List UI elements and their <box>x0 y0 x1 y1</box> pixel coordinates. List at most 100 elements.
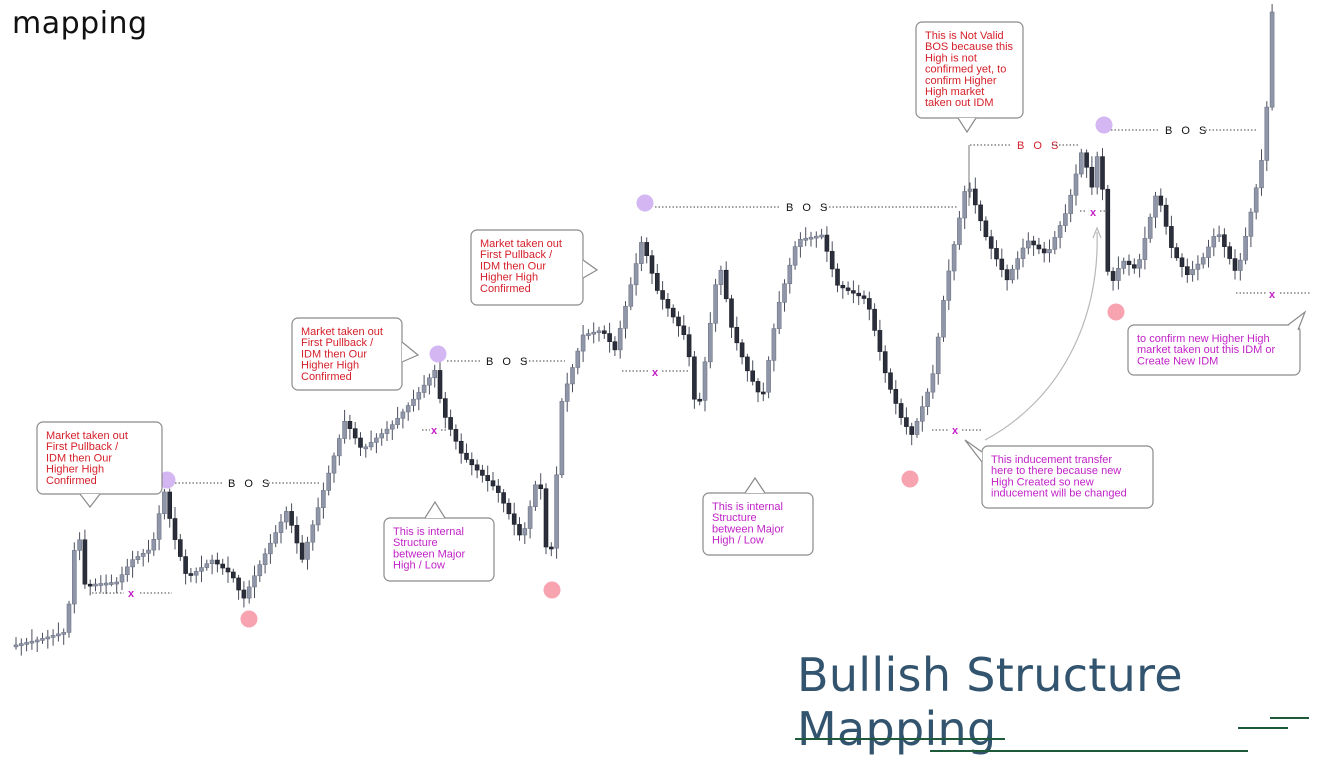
bear-candle <box>448 417 453 430</box>
bull-candle <box>363 446 369 450</box>
bull-candle <box>639 242 644 264</box>
bull-candle <box>1052 237 1058 250</box>
bear-candle <box>1100 156 1105 190</box>
bos-label: B O S <box>1017 140 1061 152</box>
bear-candle <box>681 325 687 335</box>
underline-2 <box>930 750 1248 752</box>
bull-candle <box>273 532 279 544</box>
callout-tail <box>401 341 420 363</box>
bull-candle <box>305 541 310 560</box>
bull-candle <box>1195 263 1201 270</box>
bull-candle <box>374 437 379 443</box>
bull-candle <box>40 638 45 641</box>
idm-marker: x <box>1090 207 1097 219</box>
bear-candle <box>299 542 305 560</box>
callout-text-line: IDM then Our <box>46 452 112 464</box>
bear-candle <box>829 251 835 270</box>
bear-candle <box>824 234 830 252</box>
bull-candle <box>56 633 61 637</box>
bear-candle <box>665 299 671 309</box>
bull-candle <box>713 284 718 324</box>
bull-candle <box>1121 260 1126 269</box>
bear-candle <box>1169 226 1174 248</box>
callout-text-line: This is internal <box>712 501 783 513</box>
bull-candle <box>559 401 565 476</box>
callout-tail <box>79 493 101 508</box>
bull-candle <box>1248 211 1254 237</box>
bear-candle <box>1110 271 1116 281</box>
bull-candle <box>787 264 793 285</box>
bear-candle <box>1132 264 1137 269</box>
bull-candle <box>930 373 936 393</box>
bull-candle <box>808 236 814 240</box>
callout-text-line: Higher High <box>46 464 104 476</box>
inducement-transfer-arrow <box>984 231 1098 441</box>
bull-candle <box>34 639 40 643</box>
bear-candle <box>358 437 363 448</box>
bear-candle <box>1179 257 1185 267</box>
swing-low-dot <box>1107 303 1125 321</box>
bull-candle <box>962 191 968 219</box>
callout-text-line: IDM then Our <box>301 348 367 360</box>
bull-candle <box>1068 194 1073 214</box>
bear-candle <box>1105 188 1111 272</box>
bear-candle <box>1158 195 1164 206</box>
bear-candle <box>676 316 681 327</box>
callout-text-line: High is not <box>925 52 977 64</box>
bear-candle <box>1185 266 1190 275</box>
swing-low-dot <box>240 610 258 628</box>
bear-candle <box>972 188 978 206</box>
bull-candle <box>1116 268 1121 281</box>
bull-candle <box>819 234 824 238</box>
bull-candle <box>1079 152 1084 175</box>
bear-candle <box>877 330 883 352</box>
bull-candle <box>967 188 973 192</box>
bear-candle <box>241 589 247 599</box>
bos-label: B O S <box>228 478 272 490</box>
bear-candle <box>978 204 983 222</box>
bear-candle <box>352 428 358 439</box>
callout-tail <box>582 259 599 279</box>
bear-candle <box>1232 258 1238 271</box>
underline-3 <box>1238 727 1288 729</box>
bear-candle <box>734 327 740 344</box>
callout-text-line: confirm Higher <box>925 75 997 87</box>
bear-candle <box>909 426 915 435</box>
bull-candle <box>331 455 337 474</box>
callout-text-line: to confirm new Higher High <box>1137 333 1270 345</box>
bull-candle <box>533 484 538 507</box>
bull-candle <box>586 333 591 336</box>
callout-text-line: Confirmed <box>301 371 352 383</box>
bear-candle <box>294 525 300 544</box>
callout-text-line: IDM then Our <box>480 260 546 272</box>
bear-candle <box>750 370 756 382</box>
bear-candle <box>904 417 909 427</box>
bull-candle <box>1153 195 1158 218</box>
bear-candle <box>87 583 93 587</box>
bull-candle <box>1243 236 1248 261</box>
callout-tail <box>744 476 766 494</box>
arrow-head <box>1092 226 1102 239</box>
bear-candle <box>872 308 877 331</box>
bear-candle <box>548 546 554 550</box>
bull-candle <box>702 361 708 401</box>
underline-4 <box>1270 717 1309 719</box>
swing-high-dot <box>636 194 654 212</box>
bull-candle <box>1137 259 1142 269</box>
callout-text-line: BOS because this <box>925 41 1014 53</box>
bear-candle <box>511 513 517 525</box>
callout-text-line: Market taken out <box>480 238 562 250</box>
callout-text-line: Market taken out <box>46 430 128 442</box>
bear-candle <box>1004 269 1010 281</box>
bull-candle <box>252 575 257 588</box>
bear-candle <box>729 298 734 328</box>
bear-candle <box>501 492 506 504</box>
bull-candle <box>564 383 570 402</box>
bull-candle <box>98 583 104 586</box>
bull-candle <box>140 552 146 557</box>
bull-candle <box>310 524 316 543</box>
